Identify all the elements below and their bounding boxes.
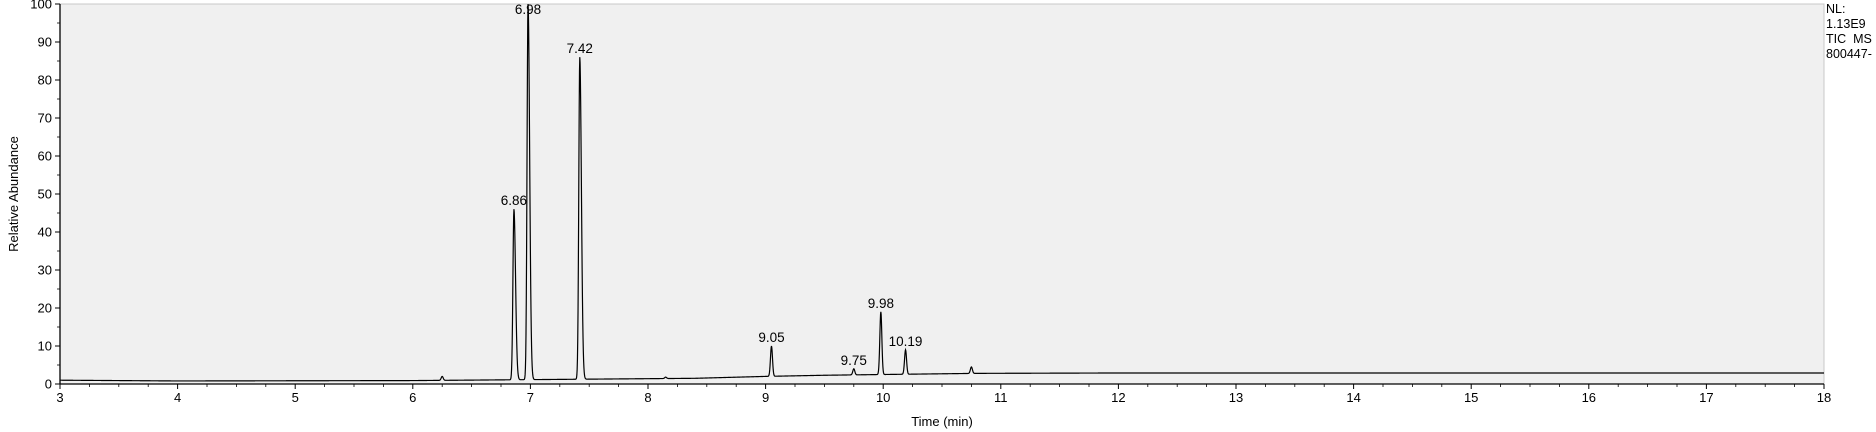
y-tick-label: 20: [38, 301, 52, 316]
x-tick-label: 16: [1582, 390, 1596, 405]
y-tick-label: 40: [38, 225, 52, 240]
y-tick-label: 100: [30, 0, 52, 12]
y-axis-label: Relative Abundance: [6, 136, 21, 252]
y-tick-label: 50: [38, 187, 52, 202]
peak-label: 9.75: [841, 353, 867, 368]
y-tick-label: 0: [45, 377, 52, 392]
x-tick-label: 3: [56, 390, 63, 405]
x-tick-label: 11: [994, 390, 1008, 405]
x-tick-label: 14: [1346, 390, 1360, 405]
peak-label: 6.98: [515, 2, 541, 17]
info-scan-filter: TIC MS: [1826, 32, 1872, 46]
x-tick-label: 8: [644, 390, 651, 405]
x-tick-label: 12: [1111, 390, 1125, 405]
peak-label: 9.05: [758, 330, 784, 345]
x-tick-label: 10: [876, 390, 890, 405]
x-tick-label: 17: [1699, 390, 1713, 405]
peak-label: 9.98: [868, 296, 894, 311]
tic-trace-line: [60, 3, 1824, 382]
x-tick-label: 18: [1817, 390, 1831, 405]
y-tick-label: 30: [38, 263, 52, 278]
y-tick-label: 60: [38, 149, 52, 164]
x-tick-label: 4: [174, 390, 181, 405]
ticks-group: 3 4 5 6 7 8 9 10 11 12 13 14 15 16 17 18 0 10 20 30 40 50 60 70…: [30, 0, 1831, 405]
tic-trace-group: [60, 3, 1824, 382]
peak-label: 7.42: [567, 41, 593, 56]
x-tick-label: 7: [527, 390, 534, 405]
peak-label: 10.19: [889, 334, 923, 349]
y-tick-label: 80: [38, 73, 52, 88]
x-tick-label: 15: [1464, 390, 1478, 405]
plot-area: [59, 3, 1825, 385]
x-tick-label: 6: [409, 390, 416, 405]
peak-labels-group: 6.86 6.98 7.42 9.05 9.75 9.98 10.19: [501, 2, 923, 368]
x-axis-label: Time (min): [911, 414, 973, 429]
peak-label: 6.86: [501, 193, 527, 208]
x-tick-label: 9: [762, 390, 769, 405]
info-nl-label: NL:: [1826, 2, 1846, 16]
y-tick-label: 90: [38, 35, 52, 50]
x-tick-label: 5: [292, 390, 299, 405]
y-tick-label: 10: [38, 339, 52, 354]
y-tick-label: 70: [38, 111, 52, 126]
info-sample-id: 800447-: [1826, 47, 1872, 61]
info-nl-value: 1.13E9: [1826, 17, 1866, 31]
x-tick-label: 13: [1229, 390, 1243, 405]
